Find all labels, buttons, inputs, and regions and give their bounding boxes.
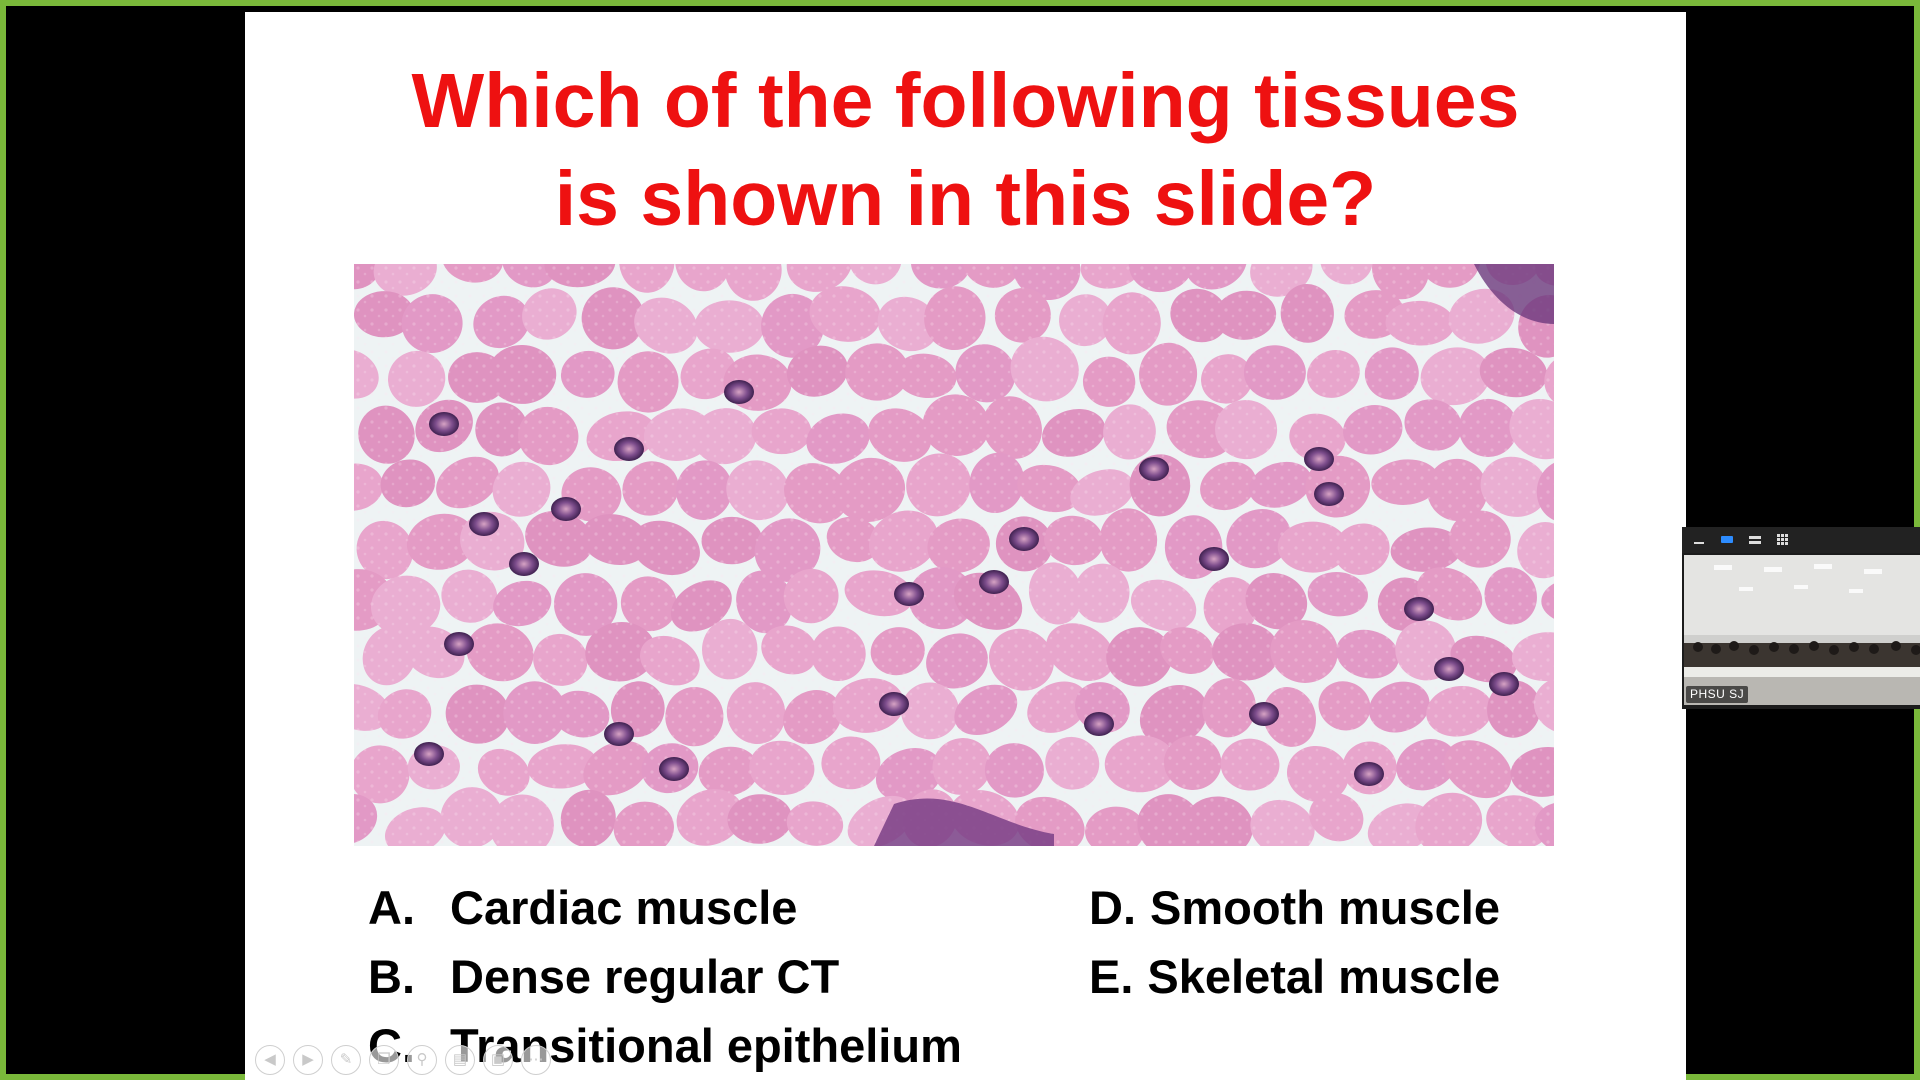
cell-nucleus — [1404, 597, 1434, 621]
cell-nucleus — [614, 437, 644, 461]
more-icon[interactable]: ⋯ — [521, 1045, 551, 1075]
cell-nucleus — [604, 722, 634, 746]
subtitles-icon[interactable]: ▤ — [445, 1045, 475, 1075]
cell-nucleus — [509, 552, 539, 576]
cell-nucleus — [724, 380, 754, 404]
slideshow-controls: ◀ ▶ ✎ ❐ ⚲ ▤ ▣ ⋯ — [255, 1042, 551, 1078]
previous-icon[interactable]: ◀ — [255, 1045, 285, 1075]
cell-nucleus — [1434, 657, 1464, 681]
cell-nucleus — [879, 692, 909, 716]
participant-video-feed[interactable] — [1684, 555, 1920, 705]
zoom-icon[interactable]: ⚲ — [407, 1045, 437, 1075]
minimize-icon[interactable] — [1690, 531, 1708, 549]
cell-nucleus — [894, 582, 924, 606]
cell-nucleus — [1489, 672, 1519, 696]
pen-icon[interactable]: ✎ — [331, 1045, 361, 1075]
choice-letter: B. — [368, 950, 415, 1003]
choice-letter: A. — [368, 881, 415, 934]
cell-nucleus — [1139, 457, 1169, 481]
single-view-icon[interactable] — [1718, 531, 1736, 549]
cell-nucleus — [444, 632, 474, 656]
cell-nucleus — [414, 742, 444, 766]
question-title: Which of the following tissues is shown … — [245, 52, 1686, 248]
video-panel-toolbar — [1682, 527, 1920, 553]
copy-icon[interactable]: ❐ — [369, 1045, 399, 1075]
choice-text: Dense regular CT — [450, 950, 840, 1003]
cell-nucleus — [979, 570, 1009, 594]
cell-nucleus — [429, 412, 459, 436]
cell-nucleus — [1354, 762, 1384, 786]
answer-choices: A. Cardiac muscle B. Dense regular CT C. Tr… — [245, 12, 1686, 1080]
cell-nucleus — [1304, 447, 1334, 471]
next-icon[interactable]: ▶ — [293, 1045, 323, 1075]
choice-text: Smooth muscle — [1150, 881, 1500, 934]
nuclei-layer — [414, 380, 1519, 786]
histology-micrograph — [354, 264, 1554, 846]
question-line-1: Which of the following tissues — [411, 58, 1520, 144]
participant-name-label: PHSU SJ — [1686, 686, 1749, 703]
cell-nucleus — [469, 512, 499, 536]
cell-nucleus — [659, 757, 689, 781]
grid-view-icon[interactable] — [1774, 531, 1792, 549]
split-view-icon[interactable] — [1746, 531, 1764, 549]
choice-text: Cardiac muscle — [450, 881, 798, 934]
cell-nucleus — [1009, 527, 1039, 551]
choice-letter: E. — [1089, 950, 1134, 1003]
participant-video-panel: PHSU SJ — [1682, 527, 1920, 709]
choice-e: E. Skeletal muscle — [1089, 949, 1500, 1005]
choice-d: D. Smooth muscle — [1089, 880, 1500, 936]
presentation-slide: Which of the following tissues is shown … — [245, 12, 1686, 1080]
choice-letter: D. — [1089, 881, 1136, 934]
choice-b: B. Dense regular CT — [368, 949, 839, 1005]
cell-nucleus — [1314, 482, 1344, 506]
choice-a: A. Cardiac muscle — [368, 880, 797, 936]
choice-text: Skeletal muscle — [1147, 950, 1501, 1003]
cell-nucleus — [1199, 547, 1229, 571]
cell-nucleus — [1249, 702, 1279, 726]
cell-nucleus — [1084, 712, 1114, 736]
question-line-2: is shown in this slide? — [554, 156, 1377, 242]
cell-nucleus — [551, 497, 581, 521]
camera-icon[interactable]: ▣ — [483, 1045, 513, 1075]
